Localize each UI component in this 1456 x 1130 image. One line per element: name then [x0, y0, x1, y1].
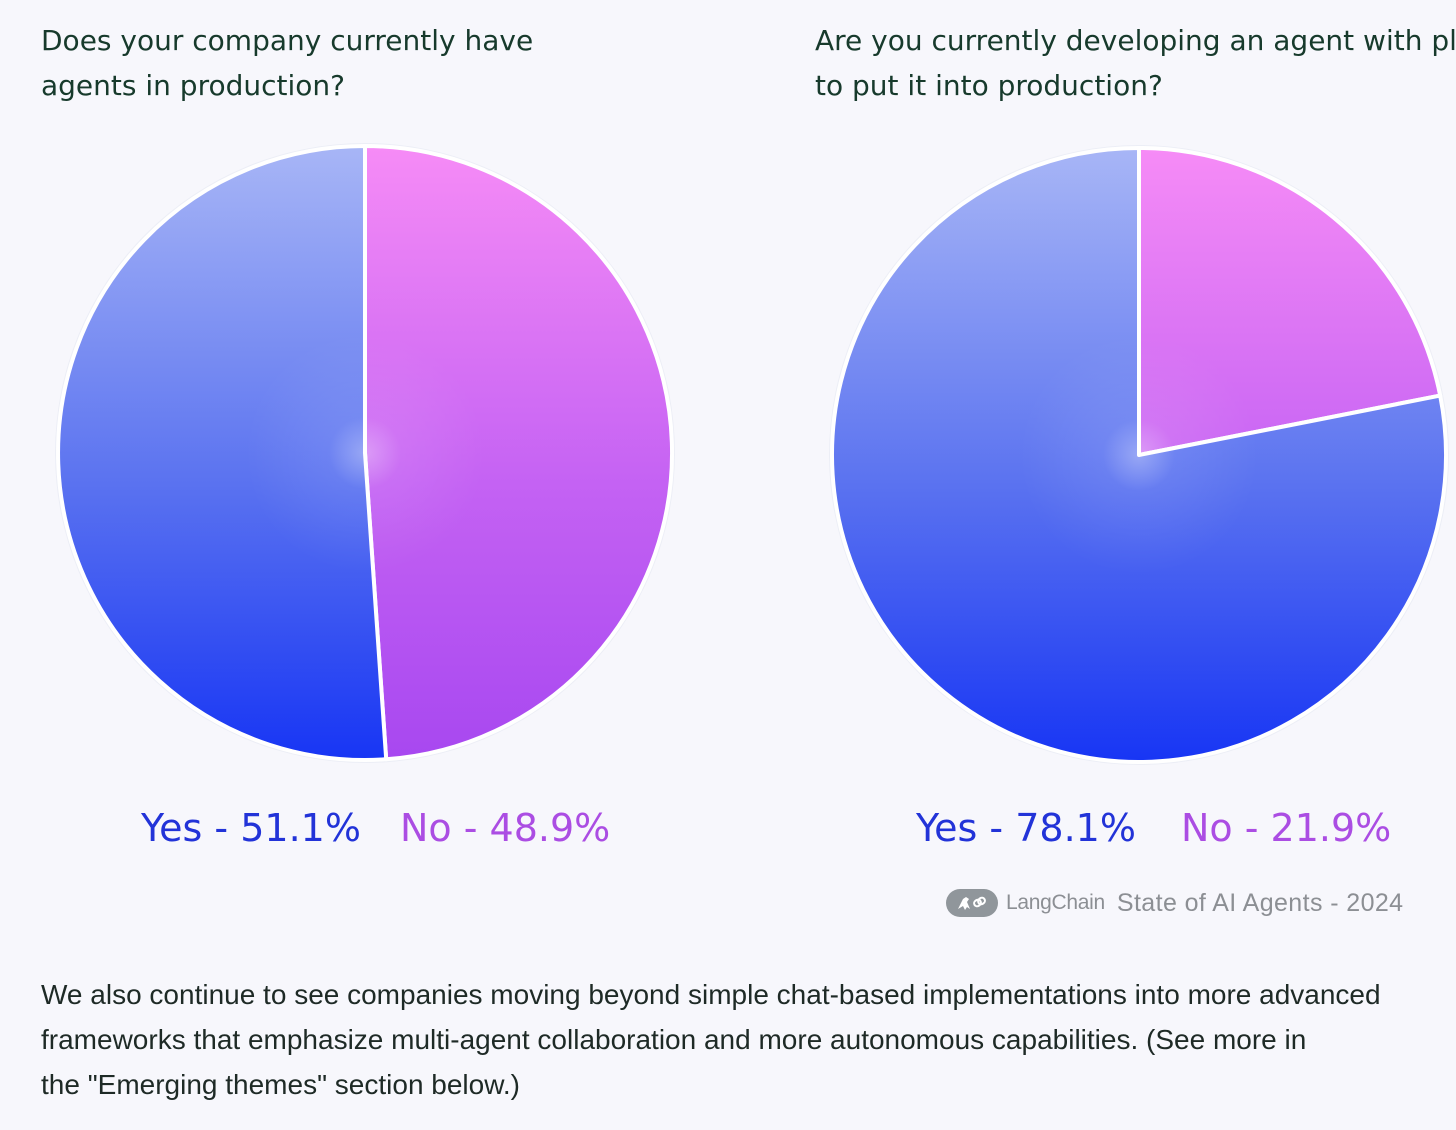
chart-title-developing-agent: Are you currently developing an agent wi… — [815, 18, 1456, 108]
legend-no-label: No - 21.9% — [1181, 806, 1392, 850]
pie-slice-no — [363, 144, 675, 762]
source-watermark: LangChain State of AI Agents - 2024 — [946, 886, 1403, 920]
body-text-line: the "Emerging themes" section below.) — [41, 1069, 521, 1100]
body-paragraph: We also continue to see companies moving… — [41, 972, 1446, 1107]
parrot-link-logo-icon — [946, 889, 998, 917]
legend-yes-label: Yes - 78.1% — [916, 806, 1136, 850]
chart-title-line: Does your company currently have — [41, 24, 534, 57]
pie-chart-agents-in-production — [55, 143, 675, 763]
legend-yes-label: Yes - 51.1% — [141, 806, 361, 850]
chart-title-agents-in-production: Does your company currently have agents … — [41, 18, 533, 108]
pie-slice-yes — [830, 146, 1448, 764]
chart-title-line: Are you currently developing an agent wi… — [815, 24, 1456, 57]
legend-no-label: No - 48.9% — [400, 806, 611, 850]
pie-chart-developing-agent — [829, 145, 1449, 765]
body-text-line: frameworks that emphasize multi-agent co… — [41, 1024, 1307, 1055]
pie-slice-yes — [56, 144, 389, 762]
watermark-caption: State of AI Agents - 2024 — [1116, 888, 1404, 917]
watermark-brand: LangChain — [1006, 891, 1105, 914]
chart-title-line: agents in production? — [41, 69, 346, 102]
chart-title-line: to put it into production? — [815, 69, 1163, 102]
body-text-line: We also continue to see companies moving… — [41, 979, 1381, 1010]
